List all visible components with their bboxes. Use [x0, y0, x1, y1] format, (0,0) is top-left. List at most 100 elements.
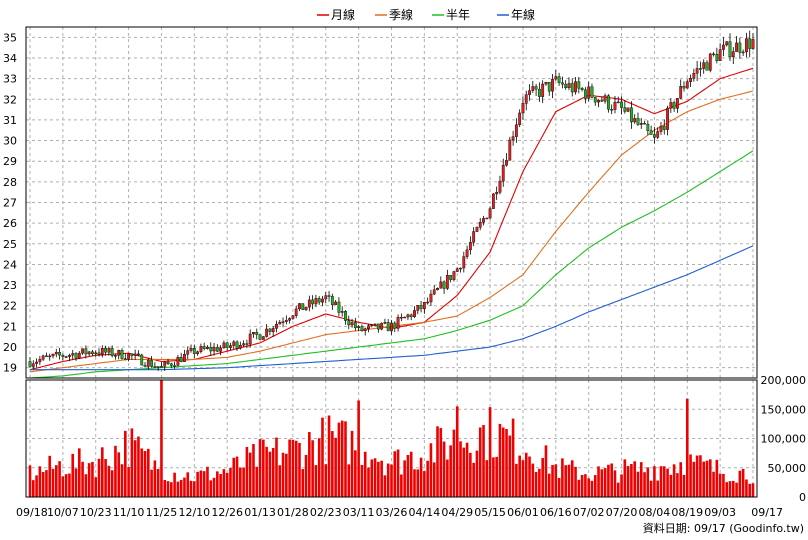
volume-bar — [153, 460, 157, 497]
candle-body — [107, 348, 111, 353]
date-tick-label: 12/26 — [211, 506, 243, 519]
volume-bar — [584, 474, 587, 497]
date-tick-label: 04/29 — [441, 506, 473, 519]
price-tick-label: 27 — [3, 197, 17, 210]
candle-body — [551, 78, 554, 92]
volume-bar — [281, 452, 285, 497]
candle-body — [666, 107, 669, 130]
candle-body — [304, 306, 308, 310]
volume-bar — [643, 472, 646, 497]
candle-body — [472, 231, 476, 243]
volume-bar — [702, 461, 706, 497]
candle-body — [209, 346, 213, 352]
volume-bar — [432, 462, 436, 497]
volume-bar — [567, 464, 571, 497]
candle-body — [610, 108, 614, 111]
volume-bar — [357, 400, 360, 497]
volume-bar — [265, 446, 268, 497]
volume-bar — [406, 454, 410, 497]
volume-bar — [452, 429, 456, 497]
volume-bar — [209, 480, 213, 497]
candle-body — [738, 42, 742, 53]
candle-body — [630, 107, 633, 123]
date-tick-label: 06/16 — [540, 506, 572, 519]
volume-bar — [212, 477, 216, 497]
price-tick-label: 21 — [3, 320, 17, 333]
volume-bar — [347, 464, 351, 497]
candle-body — [64, 356, 68, 358]
price-tick-label: 34 — [3, 52, 17, 65]
candle-body — [452, 271, 456, 280]
volume-bar — [344, 421, 347, 497]
volume-bar — [229, 467, 232, 497]
volume-bar — [28, 465, 32, 497]
volume-bar — [110, 470, 114, 497]
candle-body — [71, 353, 75, 356]
date-tick-label: 07/02 — [573, 506, 605, 519]
candle-body — [146, 360, 150, 367]
candle-body — [731, 51, 735, 58]
candle-body — [245, 343, 249, 345]
candle-body — [380, 323, 384, 330]
volume-bar — [623, 459, 627, 497]
volume-bar — [603, 468, 607, 497]
volume-bar — [314, 465, 318, 497]
volume-bar — [459, 441, 462, 497]
volume-bar — [465, 442, 469, 497]
candle-body — [54, 352, 58, 355]
candle-body — [725, 41, 729, 46]
volume-bar — [51, 468, 55, 497]
volume-bar — [331, 431, 334, 497]
volume-bar — [541, 458, 544, 497]
candle-body — [653, 134, 656, 138]
date-tick-label: 02/23 — [310, 506, 342, 519]
candle-body — [238, 344, 242, 349]
candle-body — [597, 99, 600, 103]
candle-body — [150, 360, 153, 367]
candle-body — [748, 38, 752, 49]
volume-bar — [692, 461, 696, 497]
candle-body — [495, 192, 499, 195]
volume-bar — [528, 456, 531, 497]
candle-body — [255, 332, 259, 336]
volume-bar — [534, 471, 538, 497]
volume-bar — [383, 475, 387, 497]
volume-bar — [48, 455, 52, 497]
volume-bar — [252, 444, 255, 497]
volume-bar — [360, 464, 364, 497]
candle-body — [557, 76, 561, 83]
candle-body — [419, 305, 423, 310]
candle-body — [593, 97, 597, 103]
candle-body — [222, 342, 226, 349]
chart-legend: 月線 季線 半年 年線 — [317, 7, 535, 22]
volume-bar — [140, 448, 144, 497]
volume-bar — [547, 473, 551, 497]
volume-bar — [735, 482, 738, 497]
candle-body — [291, 315, 295, 319]
candle-body — [91, 351, 94, 354]
price-tick-label: 33 — [3, 73, 17, 86]
volume-bar — [373, 458, 377, 497]
candle-body — [689, 77, 692, 82]
volume-bar — [669, 474, 673, 497]
volume-bar — [163, 480, 167, 497]
candle-body — [94, 352, 98, 355]
candle-body — [58, 352, 61, 356]
volume-bar — [518, 455, 521, 497]
volume-bar — [478, 427, 482, 497]
volume-bar — [561, 458, 564, 497]
candle-body — [133, 353, 137, 356]
date-tick-label: 05/15 — [474, 506, 506, 519]
candle-body — [176, 357, 180, 366]
volume-bar — [255, 466, 259, 497]
candle-body — [574, 81, 577, 93]
candle-body — [192, 347, 196, 354]
volume-bar — [455, 406, 459, 497]
candle-body — [554, 76, 558, 80]
price-tick-label: 26 — [3, 217, 17, 230]
candle-body — [662, 125, 666, 130]
date-tick-label: 10/23 — [80, 506, 112, 519]
volume-bar — [400, 474, 403, 497]
volume-bar — [173, 472, 176, 497]
candle-body — [718, 49, 722, 61]
